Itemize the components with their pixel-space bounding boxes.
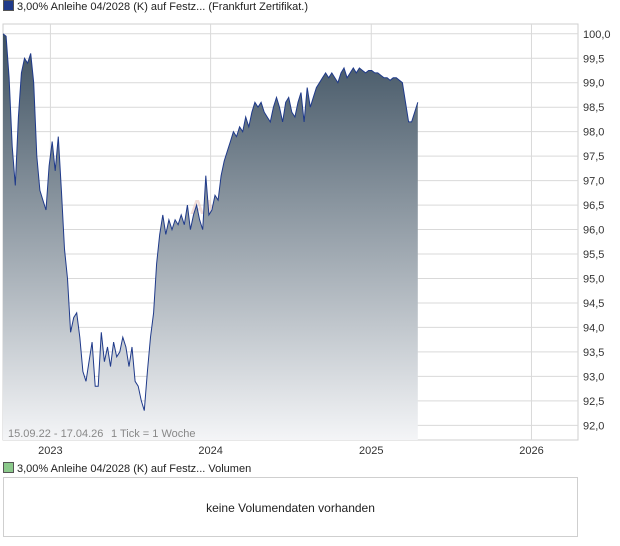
- volume-legend-label: 3,00% Anleihe 04/2028 (K) auf Festz... V…: [17, 463, 252, 475]
- volume-empty-message: keine Volumendaten vorhanden: [206, 501, 375, 515]
- y-tick-label: 94,5: [583, 298, 604, 310]
- x-tick-label: 2026: [519, 445, 543, 457]
- y-tick-label: 92,5: [583, 396, 604, 408]
- y-tick-label: 98,5: [583, 102, 604, 114]
- price-area: [3, 33, 418, 441]
- y-tick-label: 98,0: [583, 127, 604, 139]
- date-range-label: 15.09.22 - 17.04.26: [8, 428, 103, 440]
- y-tick-label: 96,0: [583, 225, 604, 237]
- y-tick-label: 94,0: [583, 322, 604, 334]
- y-tick-label: 93,5: [583, 347, 604, 359]
- y-tick-label: 96,5: [583, 200, 604, 212]
- price-line: [2, 33, 419, 411]
- x-tick-label: 2025: [359, 445, 383, 457]
- y-tick-label: 92,0: [583, 420, 604, 432]
- y-axis-ticks: 100,0 99,5 99,0 98,5 98,0 97,5 97,0 96,5 96,0 95,…: [583, 29, 611, 433]
- tick-interval-label: 1 Tick = 1 Woche: [111, 428, 195, 440]
- volume-legend-swatch: [3, 462, 14, 473]
- price-chart: AKTIEN 100,099,599,098,598,097,597,096,5…: [2, 23, 611, 457]
- price-legend: 3,00% Anleihe 04/2028 (K) auf Festz... (…: [3, 0, 308, 14]
- x-tick-label: 2023: [38, 445, 62, 457]
- y-tick-label: 97,0: [583, 176, 604, 188]
- y-tick-label: 95,5: [583, 249, 604, 261]
- y-tick-label: 97,5: [583, 151, 604, 163]
- y-tick-label: 95,0: [583, 273, 604, 285]
- price-legend-label: 3,00% Anleihe 04/2028 (K) auf Festz... (…: [17, 1, 309, 13]
- x-tick-label: 2024: [198, 445, 222, 457]
- price-legend-swatch: [3, 0, 14, 11]
- y-tick-label: 93,0: [583, 371, 604, 383]
- x-axis-ticks: 2023 2024 2025 2026: [38, 445, 544, 457]
- volume-legend: 3,00% Anleihe 04/2028 (K) auf Festz... V…: [3, 462, 251, 476]
- y-tick-label: 100,0: [583, 29, 611, 41]
- volume-panel: keine Volumendaten vorhanden: [3, 477, 578, 537]
- y-tick-label: 99,5: [583, 53, 604, 65]
- y-tick-label: 99,0: [583, 78, 604, 90]
